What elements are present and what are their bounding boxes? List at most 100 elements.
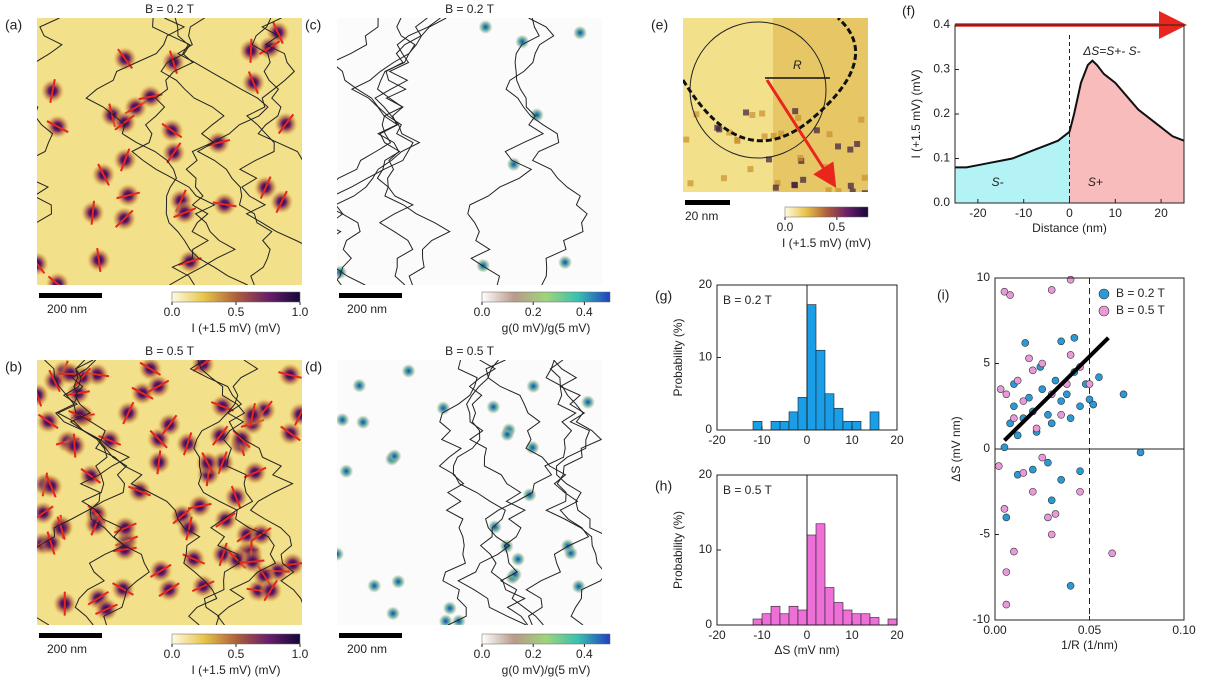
colorbar-tick-label: 0.5	[228, 305, 245, 319]
boundary	[683, 18, 858, 143]
pixel	[743, 109, 750, 116]
point	[1044, 410, 1052, 419]
contour	[549, 360, 602, 625]
colorbar-tick-label: 0.5	[829, 220, 846, 234]
image	[37, 360, 302, 625]
bar	[770, 605, 781, 626]
profile-arrow	[765, 79, 837, 189]
bar	[806, 304, 817, 431]
colorbar-tick-label: 0.0	[777, 220, 794, 234]
bar	[806, 534, 817, 626]
vortex-core	[356, 415, 371, 430]
legend-marker	[1098, 305, 1110, 317]
contour	[350, 18, 416, 285]
bar	[842, 420, 853, 431]
point	[1108, 549, 1116, 558]
vortex	[45, 271, 70, 285]
point	[1057, 475, 1065, 484]
contour	[238, 18, 302, 244]
y-axis-label: Probability (%)	[671, 318, 685, 396]
panel-title: B = 0.5 T	[145, 344, 194, 358]
pixel	[720, 175, 727, 182]
point	[1002, 513, 1011, 522]
image-bg	[337, 18, 602, 285]
y-tick-label: 20	[699, 467, 713, 481]
panel-title: B = 0.5 T	[445, 344, 494, 358]
colorbar-label: g(0 mV)/g(5 mV)	[502, 321, 591, 335]
image	[683, 18, 868, 192]
point	[1038, 453, 1047, 462]
y-tick-label: 0	[983, 441, 990, 455]
vortex-core	[525, 440, 540, 455]
point	[1063, 390, 1071, 399]
red-tick	[90, 512, 102, 536]
red-tick	[278, 371, 302, 379]
annotation: S+	[1088, 175, 1103, 189]
fit-line	[1003, 336, 1110, 442]
red-tick	[272, 21, 284, 45]
pixel	[867, 191, 868, 192]
y-tick-label: 20	[699, 277, 713, 291]
colorbar-tick-label: 0.4	[576, 647, 593, 661]
bar	[761, 613, 772, 626]
vortex-core	[486, 399, 501, 414]
point	[1044, 513, 1052, 522]
x-axis-label: 1/R (1/nm)	[1061, 638, 1118, 652]
panel-label: (d)	[305, 359, 322, 375]
vortex-core	[500, 427, 515, 442]
vortex-core	[442, 601, 457, 616]
bar	[851, 420, 862, 431]
area-negative	[955, 131, 1070, 203]
pixel	[765, 156, 772, 163]
x-tick-label: -10	[1015, 206, 1033, 220]
pixel	[734, 136, 741, 143]
vortex-core	[522, 487, 537, 502]
x-tick-label: -20	[708, 433, 726, 447]
x-tick-label: 0.00	[983, 623, 1007, 637]
bar	[824, 393, 835, 431]
x-tick-label: 0	[804, 433, 811, 447]
vortex-core	[385, 606, 400, 621]
point	[1000, 443, 1009, 452]
legend-marker	[1098, 288, 1110, 300]
point	[1019, 397, 1028, 405]
colorbar-tick-label: 0.4	[576, 305, 593, 319]
scale-bar-label: 200 nm	[347, 302, 387, 316]
red-tick	[139, 361, 162, 376]
point	[1013, 431, 1022, 440]
red-tick	[72, 433, 77, 458]
red-tick	[161, 414, 178, 436]
contour	[171, 18, 269, 285]
x-tick-label: 0	[804, 628, 811, 642]
red-tick	[156, 450, 162, 475]
red-tick	[230, 485, 242, 509]
red-tick	[49, 79, 56, 103]
point	[1019, 469, 1028, 477]
point	[1066, 581, 1075, 590]
red-tick	[249, 403, 256, 427]
red-tick	[173, 207, 197, 219]
vortex-core	[515, 34, 530, 49]
pixel	[761, 133, 768, 140]
x-tick-label: 10	[845, 628, 859, 642]
contour	[73, 360, 218, 625]
x-tick-label: -10	[753, 433, 771, 447]
colorbar-tick-label: 1.0	[292, 647, 309, 661]
red-tick	[187, 502, 212, 510]
red-tick	[37, 390, 43, 407]
pixel	[770, 132, 777, 139]
y-tick-label: 0.0	[933, 195, 950, 209]
pixel	[726, 129, 733, 136]
vortex-core	[580, 395, 595, 410]
bar	[869, 411, 880, 431]
point	[1029, 366, 1037, 375]
y-tick-label: 5	[983, 356, 990, 370]
vortex-core	[507, 567, 522, 582]
point	[1119, 390, 1128, 399]
vortex-core	[571, 579, 586, 594]
pixel	[858, 116, 865, 123]
scale-bar	[685, 200, 730, 205]
red-tick	[131, 386, 154, 400]
y-tick-label: 10	[699, 542, 713, 556]
bar	[779, 613, 790, 626]
